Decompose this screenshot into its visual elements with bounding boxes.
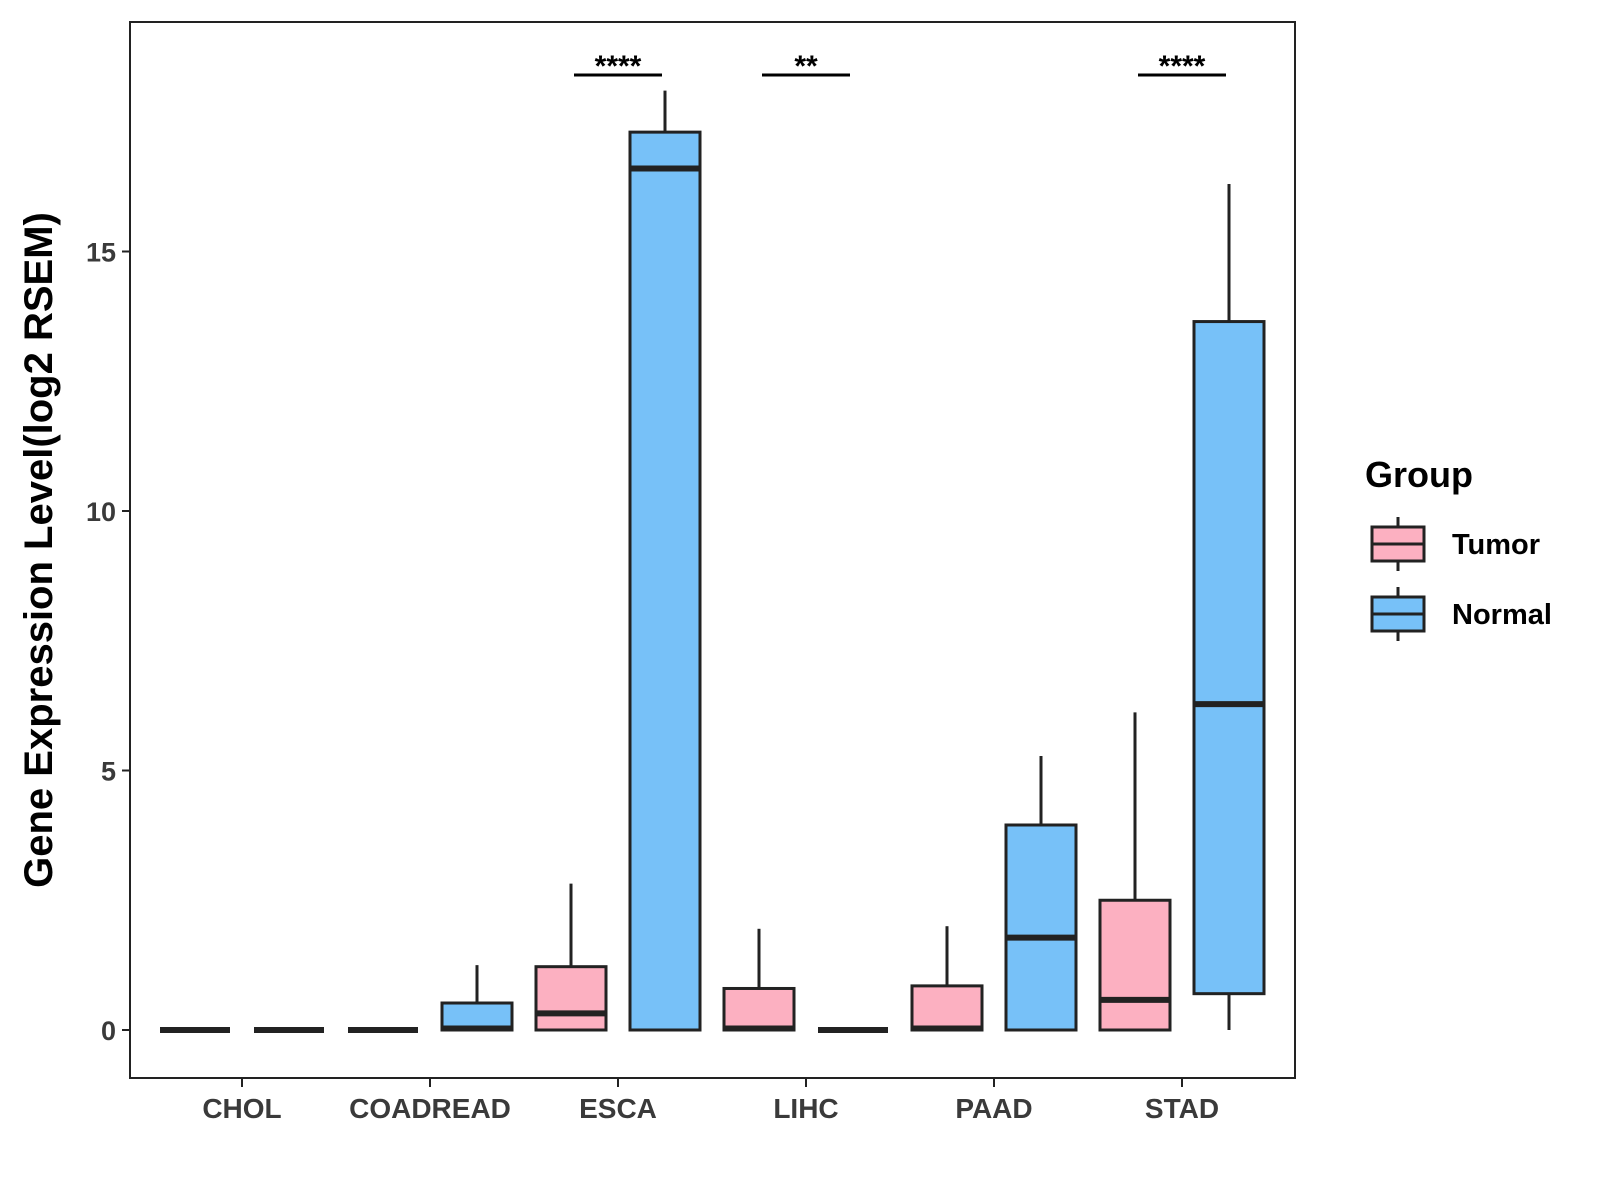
box [1098,898,1172,1032]
series-tumor [160,712,1172,1033]
box [628,130,702,1032]
box-series [160,90,1266,1033]
box [910,984,984,1032]
significance-label: **** [1159,50,1206,83]
legend-title: Group [1365,454,1473,495]
y-tick-label: 15 [86,238,116,268]
series-normal [254,90,1266,1033]
x-tick-label: ESCA [579,1093,657,1124]
y-axis: 0 5 10 15 [86,238,130,1046]
x-tick-label: PAAD [955,1093,1032,1124]
legend-label: Normal [1452,599,1552,631]
box [722,986,796,1032]
significance-label: ** [794,50,818,83]
y-tick-label: 5 [101,757,116,787]
box [1192,320,1266,996]
x-tick-label: CHOL [202,1093,281,1124]
y-tick-label: 0 [101,1016,116,1046]
x-tick-label: LIHC [773,1093,838,1124]
x-tick-label: COADREAD [349,1093,511,1124]
legend-entry-normal: Normal [1370,587,1552,641]
x-tick-label: STAD [1145,1093,1219,1124]
y-axis-title: Gene Expression Level(log2 RSEM) [17,212,61,888]
significance-label: **** [595,50,642,83]
legend-entry-tumor: Tumor [1370,517,1540,571]
box [1004,823,1078,1032]
x-axis: CHOL COADREAD ESCA LIHC PAAD STAD [202,1078,1219,1124]
significance-annotations: **** ** **** [574,50,1226,83]
y-tick-label: 10 [86,497,116,527]
box [534,965,608,1032]
legend-label: Tumor [1452,529,1540,561]
legend: Group Tumor Normal [1365,454,1552,641]
